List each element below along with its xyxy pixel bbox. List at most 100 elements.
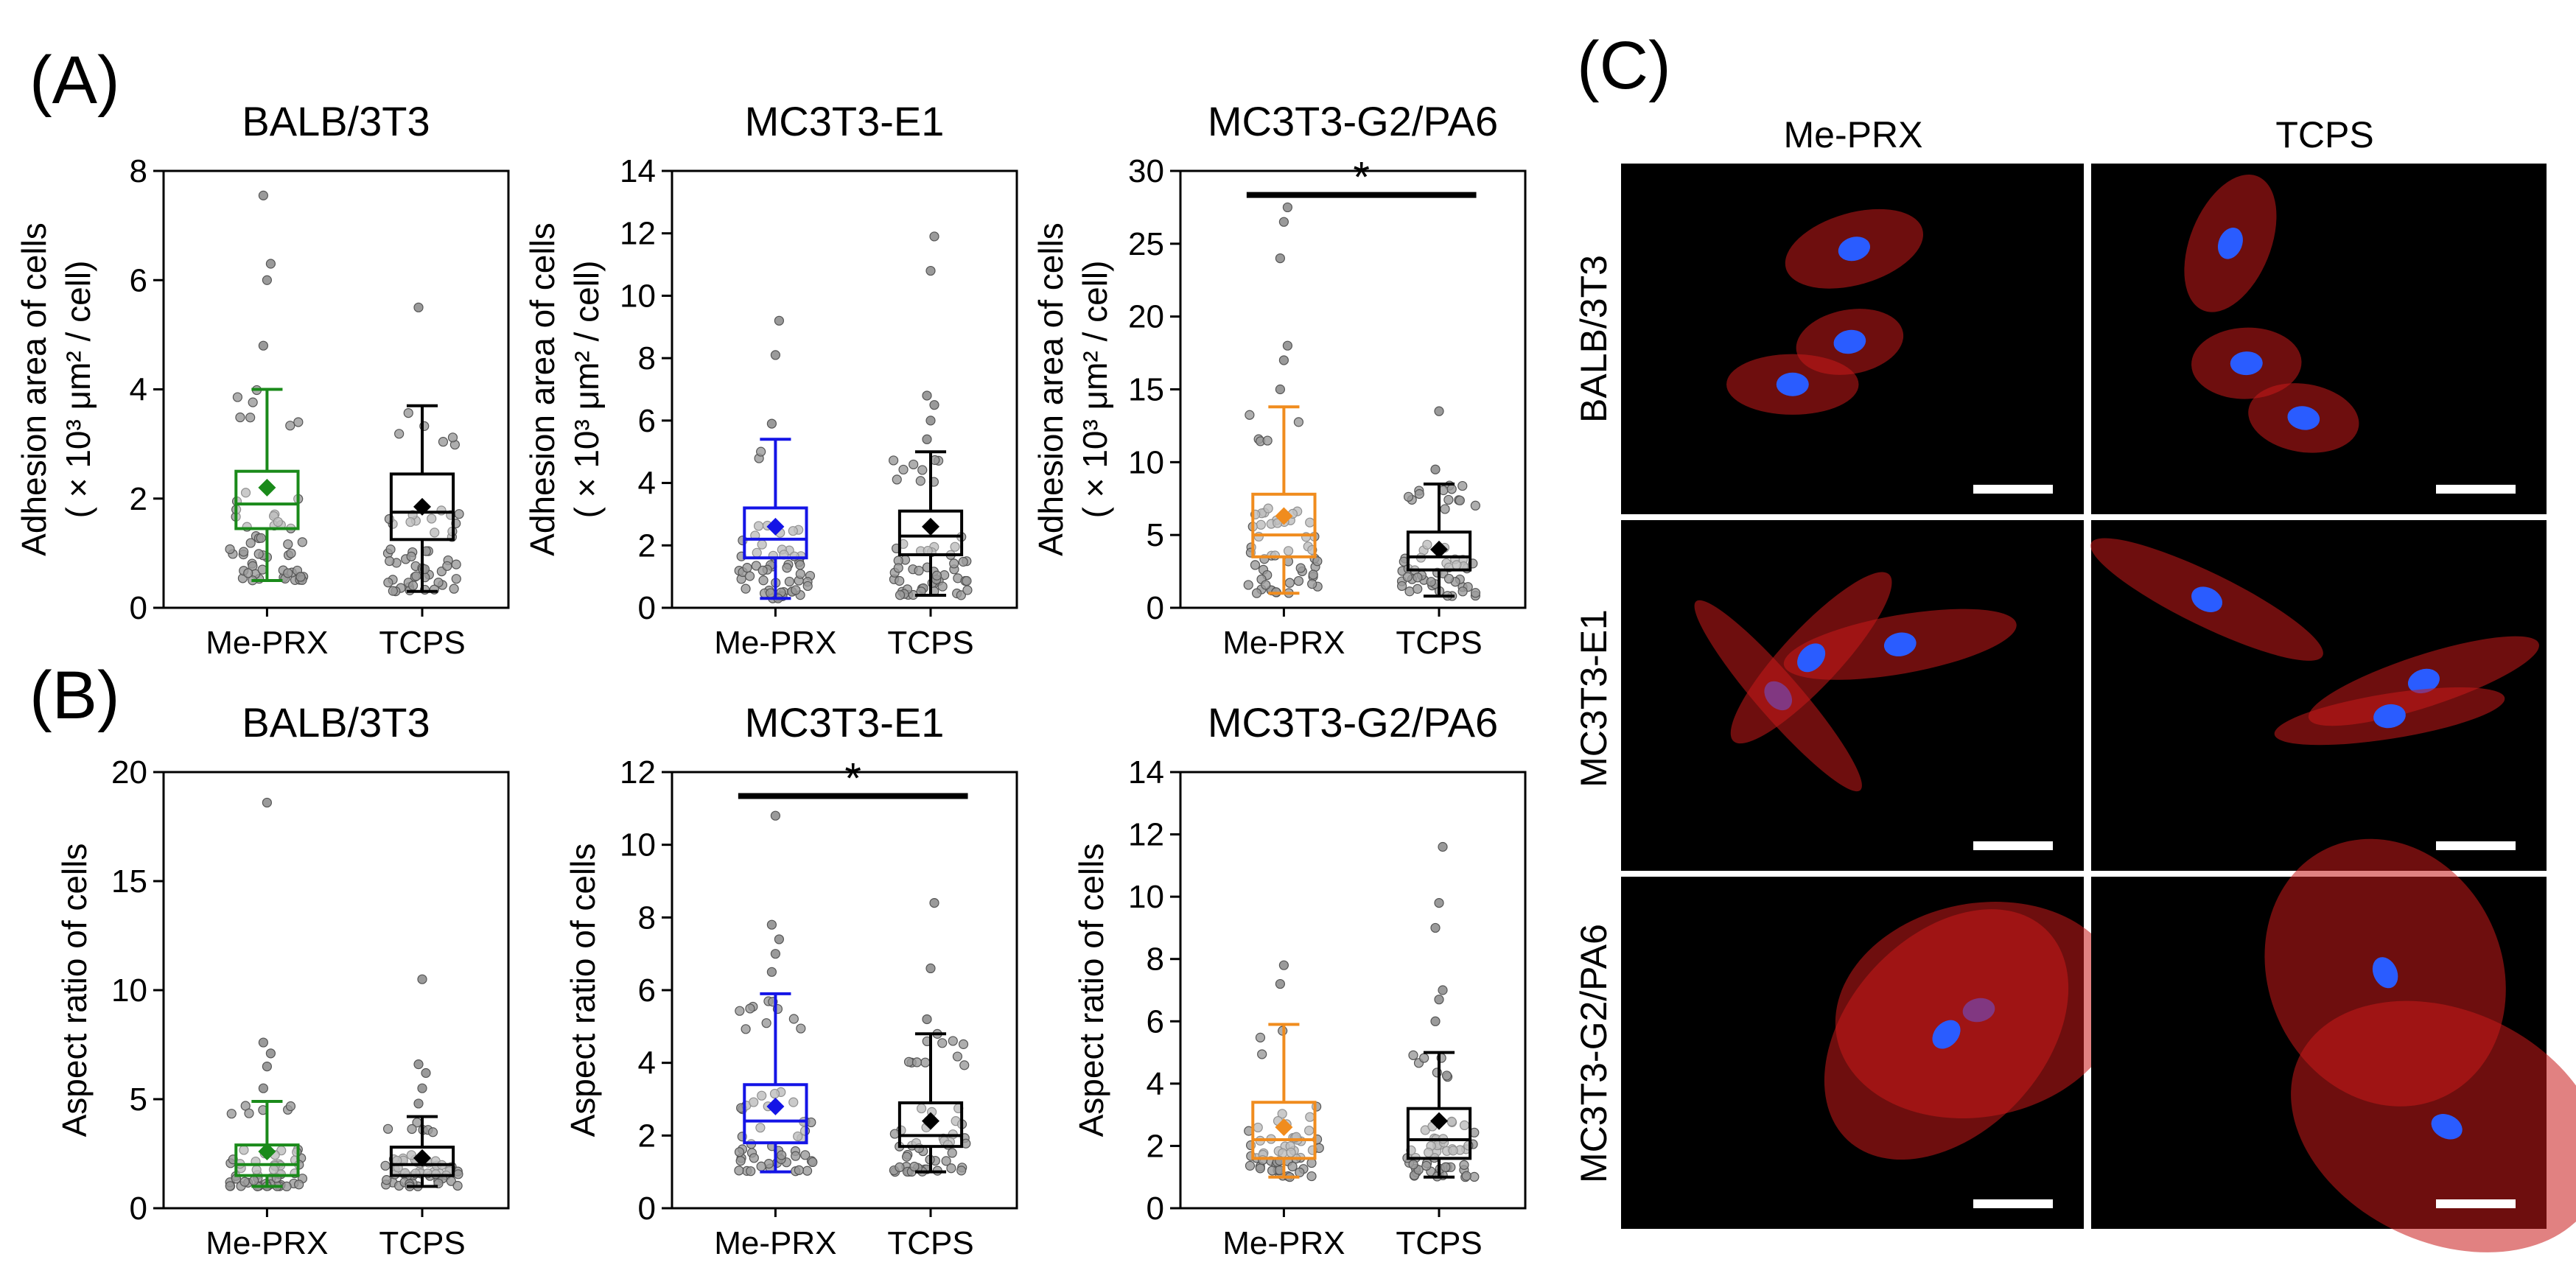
data-point bbox=[909, 459, 919, 470]
y-tick-label: 2 bbox=[1147, 1128, 1164, 1164]
outlier-point bbox=[1278, 355, 1289, 365]
plot-frame bbox=[162, 771, 510, 1210]
box-tcps bbox=[382, 302, 464, 597]
outlier-point bbox=[1438, 841, 1448, 852]
data-point bbox=[294, 1179, 304, 1190]
data-point bbox=[947, 1148, 957, 1158]
data-point bbox=[742, 563, 752, 573]
data-point bbox=[244, 1108, 254, 1118]
outlier-point bbox=[925, 416, 936, 426]
data-point bbox=[794, 1165, 804, 1175]
data-point bbox=[452, 1180, 463, 1191]
data-point bbox=[1408, 1050, 1418, 1060]
mean-marker bbox=[1275, 1118, 1293, 1137]
data-point bbox=[1307, 579, 1317, 589]
data-point bbox=[1243, 580, 1253, 590]
data-point bbox=[1459, 1160, 1469, 1170]
data-point bbox=[959, 1060, 970, 1070]
panel-label-b: (B) bbox=[29, 658, 120, 733]
data-point bbox=[796, 1023, 806, 1034]
chart-3: MC3T3-G2/PA6 0 5 10 15 20 25 30 Me-PRX TCPS Adhesi… bbox=[1032, 98, 1527, 661]
outlier-point bbox=[1430, 464, 1441, 474]
data-point bbox=[1448, 1146, 1458, 1156]
y-tick-label: 25 bbox=[1128, 226, 1164, 262]
data-point bbox=[1308, 569, 1318, 580]
data-point bbox=[757, 1090, 767, 1101]
data-point bbox=[1277, 1109, 1287, 1119]
data-point bbox=[1283, 546, 1294, 556]
row-label-balb3t3: BALB/3T3 bbox=[1573, 255, 1614, 423]
data-point bbox=[433, 578, 444, 588]
data-point bbox=[956, 1165, 967, 1176]
outlier-point bbox=[262, 797, 272, 808]
y-tick-label: 10 bbox=[1128, 879, 1164, 915]
data-point bbox=[438, 437, 449, 447]
y-tick-label: 0 bbox=[1147, 590, 1164, 626]
data-point bbox=[407, 581, 419, 591]
data-point bbox=[949, 558, 959, 569]
box-tcps bbox=[1396, 406, 1481, 601]
data-point bbox=[898, 464, 909, 475]
scale-bar bbox=[2436, 841, 2516, 850]
nucleus bbox=[1797, 643, 1826, 673]
data-point bbox=[1250, 560, 1261, 570]
outlier-point bbox=[774, 934, 785, 944]
data-point bbox=[406, 1150, 416, 1160]
data-point bbox=[285, 1101, 296, 1112]
data-point bbox=[745, 1003, 755, 1014]
outlier-point bbox=[922, 434, 932, 444]
mean-marker bbox=[413, 497, 431, 516]
chart-1: BALB/3T3 0 2 4 6 8 Me-PRX TCPS Adhesion area of … bbox=[15, 98, 510, 661]
box-tcps bbox=[889, 231, 973, 600]
data-point bbox=[283, 539, 293, 550]
outlier-point bbox=[265, 1048, 276, 1059]
data-point bbox=[249, 1175, 259, 1186]
data-point bbox=[235, 412, 245, 423]
y-tick-label: 6 bbox=[130, 262, 147, 298]
outlier-point bbox=[1282, 340, 1293, 351]
data-point bbox=[1414, 488, 1424, 499]
y-tick-label: 10 bbox=[620, 827, 656, 863]
outlier-point bbox=[925, 963, 936, 974]
y-tick-label: 5 bbox=[130, 1082, 147, 1118]
data-point bbox=[782, 563, 792, 573]
data-point bbox=[1408, 1160, 1418, 1170]
nucleus bbox=[1883, 632, 1917, 656]
y-tick-label: 10 bbox=[111, 972, 147, 1009]
scale-bar bbox=[1973, 1199, 2053, 1208]
micrograph-grid: Me-PRX TCPS BALB/3T3 MC3T3-E1 MC3T3-G2/P… bbox=[1573, 114, 2576, 1252]
nucleus bbox=[1833, 329, 1866, 354]
data-point bbox=[895, 590, 906, 600]
data-point bbox=[937, 581, 948, 592]
box-charts: BALB/3T3 0 2 4 6 8 Me-PRX TCPS Adhesion area of … bbox=[15, 98, 1527, 1261]
outlier-point bbox=[258, 1083, 268, 1093]
data-point bbox=[788, 1097, 799, 1107]
panel-label-a: (A) bbox=[29, 43, 120, 118]
outlier-point bbox=[421, 1068, 431, 1079]
y-tick-label: 4 bbox=[638, 466, 656, 502]
plot-frame bbox=[671, 169, 1018, 609]
box-me-prx bbox=[225, 797, 308, 1191]
outlier-point bbox=[1434, 897, 1444, 908]
data-point bbox=[1443, 573, 1455, 584]
y-tick-label: 8 bbox=[638, 340, 656, 376]
nucleus bbox=[1932, 1020, 1961, 1049]
outlier-point bbox=[1275, 384, 1286, 395]
data-point bbox=[941, 1156, 951, 1166]
y-tick-label: 4 bbox=[130, 372, 147, 408]
nucleus bbox=[2407, 668, 2440, 694]
y-tick-label: 12 bbox=[1128, 817, 1164, 853]
data-point bbox=[248, 397, 258, 407]
data-point bbox=[1441, 1162, 1451, 1172]
data-point bbox=[442, 561, 452, 571]
data-point bbox=[946, 1163, 956, 1174]
micrograph-2-2 bbox=[2090, 520, 2547, 871]
data-point bbox=[909, 1161, 920, 1172]
data-point bbox=[756, 1161, 766, 1171]
data-point bbox=[225, 1181, 235, 1191]
data-point bbox=[427, 1127, 438, 1137]
y-tick-label: 2 bbox=[638, 527, 656, 564]
y-tick-label: 10 bbox=[1128, 444, 1164, 480]
nucleus bbox=[2230, 351, 2263, 376]
data-point bbox=[911, 1057, 923, 1068]
